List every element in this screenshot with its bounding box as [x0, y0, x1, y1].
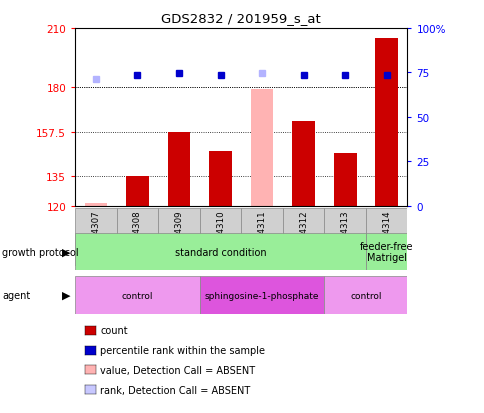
Text: ▶: ▶ [61, 290, 70, 300]
Bar [117, 209, 158, 266]
Text: control: control [121, 291, 153, 300]
Text: GSM194310: GSM194310 [215, 210, 225, 263]
Bar [84, 204, 107, 206]
Text: GSM194307: GSM194307 [91, 210, 100, 263]
Text: GSM194309: GSM194309 [174, 210, 183, 263]
Text: GSM194314: GSM194314 [381, 210, 390, 263]
Bar [241, 209, 282, 266]
Bar [250, 90, 273, 206]
Bar [365, 209, 407, 266]
Text: value, Detection Call = ABSENT: value, Detection Call = ABSENT [100, 365, 255, 375]
Text: control: control [349, 291, 381, 300]
Text: GSM194313: GSM194313 [340, 210, 349, 263]
Text: rank, Detection Call = ABSENT: rank, Detection Call = ABSENT [100, 385, 250, 395]
Bar [209, 151, 231, 206]
Bar [126, 177, 149, 206]
Bar [199, 277, 324, 314]
Bar [167, 133, 190, 206]
Title: GDS2832 / 201959_s_at: GDS2832 / 201959_s_at [161, 12, 320, 25]
Text: count: count [100, 325, 128, 335]
Bar [75, 233, 365, 271]
Bar [375, 39, 397, 206]
Bar [282, 209, 324, 266]
Text: standard condition: standard condition [174, 247, 266, 257]
Bar [324, 209, 365, 266]
Bar [158, 209, 199, 266]
Text: percentile rank within the sample: percentile rank within the sample [100, 345, 265, 355]
Text: ▶: ▶ [61, 247, 70, 257]
Bar [75, 277, 199, 314]
Bar [365, 233, 407, 271]
Text: sphingosine-1-phosphate: sphingosine-1-phosphate [204, 291, 318, 300]
Text: GSM194312: GSM194312 [299, 210, 307, 263]
Bar [324, 277, 407, 314]
Text: feeder-free
Matrigel: feeder-free Matrigel [359, 241, 412, 263]
Bar [199, 209, 241, 266]
Text: agent: agent [2, 290, 30, 300]
Text: growth protocol: growth protocol [2, 247, 79, 257]
Bar [75, 209, 117, 266]
Text: GSM194311: GSM194311 [257, 210, 266, 263]
Bar [291, 122, 314, 206]
Bar [333, 153, 356, 206]
Text: GSM194308: GSM194308 [133, 210, 142, 263]
